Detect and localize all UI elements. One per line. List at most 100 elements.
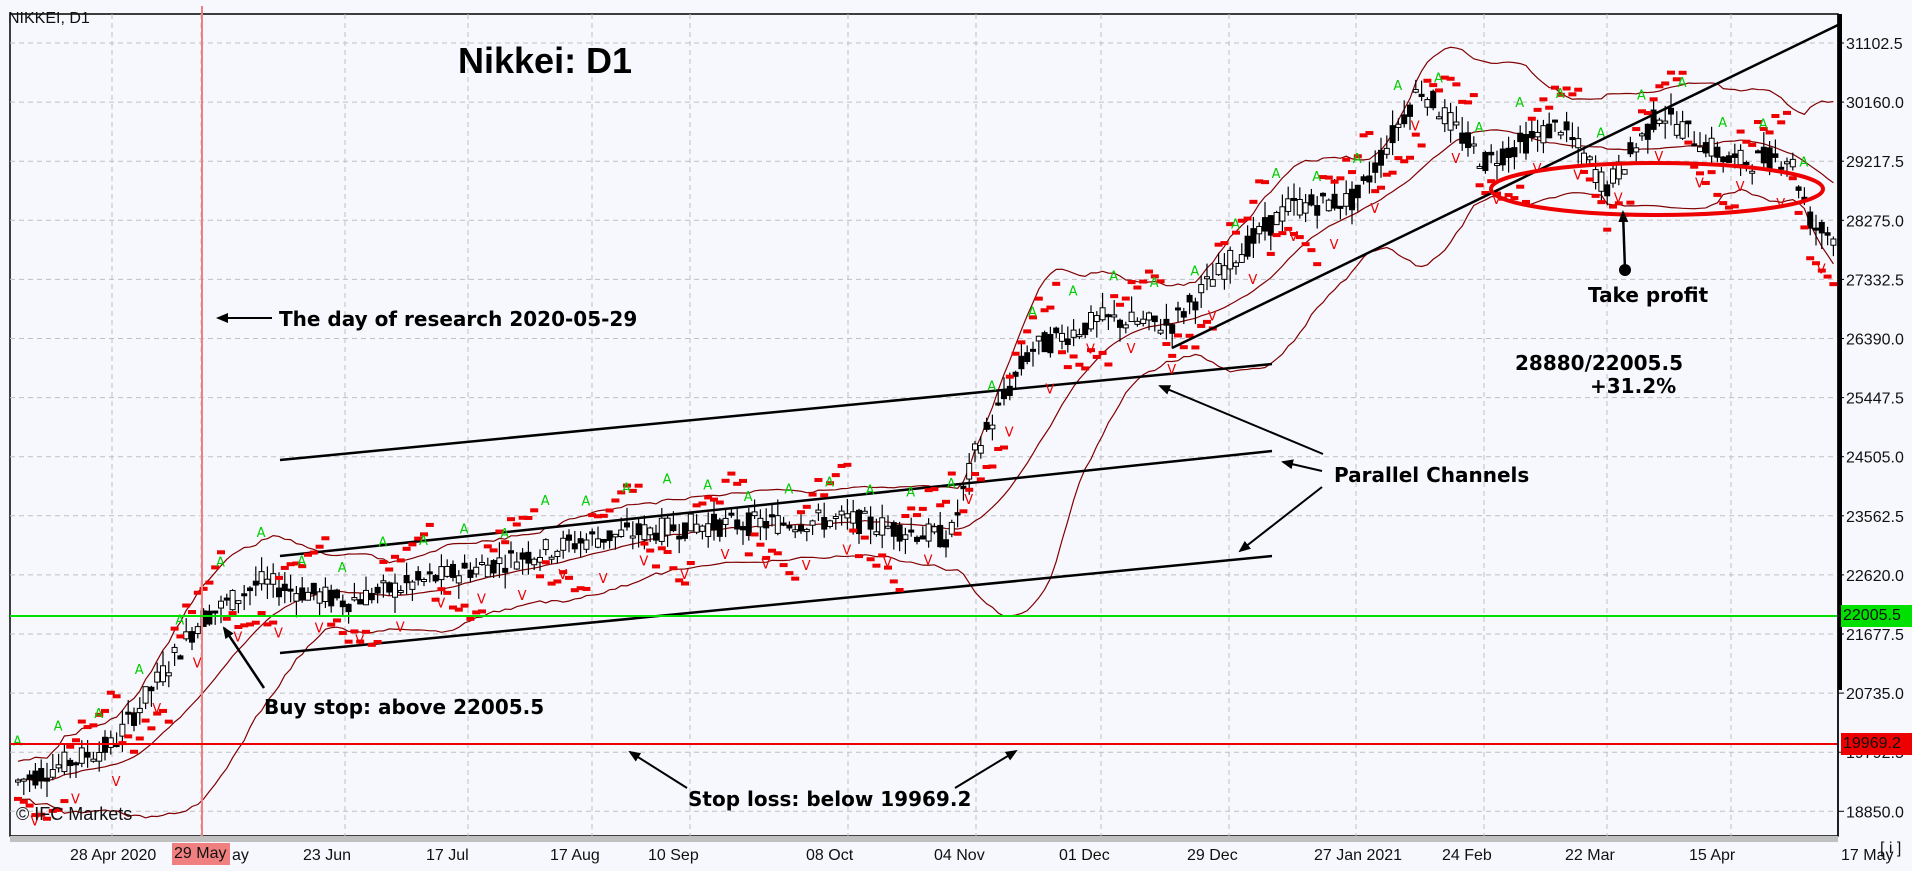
profit-pct-annotation: +31.2% bbox=[1590, 374, 1676, 398]
svg-text:V: V bbox=[152, 702, 161, 717]
svg-text:V: V bbox=[1005, 425, 1014, 440]
svg-text:A: A bbox=[784, 482, 793, 497]
parallel-channels bbox=[279, 362, 1273, 655]
svg-text:A: A bbox=[987, 380, 996, 395]
stop-loss-price-tag: 19969.2 bbox=[1841, 733, 1912, 755]
svg-text:A: A bbox=[1718, 116, 1727, 131]
svg-text:V: V bbox=[477, 592, 486, 607]
svg-text:A: A bbox=[297, 555, 306, 570]
svg-text:V: V bbox=[599, 572, 608, 587]
svg-text:A: A bbox=[1069, 285, 1078, 300]
svg-text:A: A bbox=[1028, 306, 1037, 321]
svg-text:V: V bbox=[1370, 202, 1379, 217]
svg-text:A: A bbox=[419, 534, 428, 549]
profit-ratio-annotation: 28880/22005.5 bbox=[1515, 351, 1683, 375]
svg-text:A: A bbox=[500, 527, 509, 542]
x-tick-label: 24 Feb bbox=[1442, 847, 1492, 864]
y-tick-label: 31102.5 bbox=[1846, 36, 1903, 53]
svg-text:A: A bbox=[1272, 167, 1281, 182]
plot-frame bbox=[9, 13, 1839, 837]
x-tick-label: 27 Jan 2021 bbox=[1314, 847, 1402, 864]
svg-text:V: V bbox=[761, 558, 770, 573]
x-tick-label: 01 Dec bbox=[1059, 847, 1110, 864]
take-profit-ellipse bbox=[1489, 161, 1825, 217]
svg-text:V: V bbox=[1330, 238, 1339, 253]
svg-text:V: V bbox=[924, 554, 933, 569]
y-tick-label: 23562.5 bbox=[1846, 509, 1904, 526]
buy-stop-price-tag: 22005.5 bbox=[1841, 605, 1912, 627]
svg-text:A: A bbox=[1759, 117, 1768, 132]
svg-text:V: V bbox=[1127, 342, 1136, 357]
y-tick-label: 18850.0 bbox=[1846, 804, 1904, 821]
svg-text:A: A bbox=[460, 523, 469, 538]
svg-text:V: V bbox=[1654, 150, 1663, 165]
y-axis-labels: 31102.5 30160.0 29217.5 28275.0 27332.5 26390… bbox=[1838, 36, 1904, 821]
copyright-label: © IFC Markets bbox=[16, 804, 133, 824]
take-profit-dot bbox=[1619, 264, 1631, 276]
svg-text:A: A bbox=[216, 556, 225, 571]
svg-text:V: V bbox=[1045, 382, 1054, 397]
buy-stop-arrow bbox=[222, 626, 266, 689]
svg-text:V: V bbox=[1573, 168, 1582, 183]
svg-text:A: A bbox=[825, 475, 834, 490]
x-tick-label: 15 Apr bbox=[1689, 847, 1736, 864]
svg-text:V: V bbox=[1614, 192, 1623, 207]
svg-text:A: A bbox=[622, 481, 631, 496]
channel-arrow-top bbox=[1158, 385, 1324, 455]
svg-text:V: V bbox=[964, 493, 973, 508]
svg-text:V: V bbox=[233, 630, 242, 645]
svg-text:A: A bbox=[1150, 276, 1159, 291]
stop-loss-arrow-left bbox=[628, 750, 688, 789]
svg-text:V: V bbox=[1248, 273, 1257, 288]
svg-text:V: V bbox=[396, 620, 405, 635]
y-tick-label: 27332.5 bbox=[1846, 272, 1904, 289]
y-tick-label: 25447.5 bbox=[1846, 391, 1904, 408]
stop-loss-annotation: Stop loss: below 19969.2 bbox=[688, 787, 971, 811]
y-tick-label: 28275.0 bbox=[1846, 213, 1904, 230]
info-button[interactable]: [ i ] bbox=[1880, 840, 1902, 857]
chart-title: Nikkei: D1 bbox=[458, 40, 633, 81]
x-tick-label: 17 Jul bbox=[426, 847, 469, 864]
svg-text:A: A bbox=[703, 478, 712, 493]
svg-text:V: V bbox=[639, 555, 648, 570]
svg-text:V: V bbox=[112, 775, 121, 790]
svg-text:V: V bbox=[1736, 180, 1745, 195]
svg-text:V: V bbox=[274, 627, 283, 642]
trend-line bbox=[1171, 23, 1839, 350]
svg-text:V: V bbox=[1492, 193, 1501, 208]
svg-text:A: A bbox=[338, 561, 347, 576]
svg-text:A: A bbox=[1515, 96, 1524, 111]
svg-text:A: A bbox=[1231, 217, 1240, 232]
buy-stop-annotation: Buy stop: above 22005.5 bbox=[264, 695, 544, 719]
svg-text:A: A bbox=[581, 495, 590, 510]
take-profit-arrow bbox=[1618, 210, 1629, 271]
x-tick-label: 28 Apr 2020 bbox=[70, 847, 156, 864]
svg-text:A: A bbox=[1109, 269, 1118, 284]
x-tick-label-fragment: ay bbox=[232, 847, 249, 864]
svg-text:A: A bbox=[1637, 88, 1646, 103]
svg-text:V: V bbox=[680, 568, 689, 583]
svg-text:V: V bbox=[1289, 230, 1298, 245]
take-profit-annotation: Take profit bbox=[1588, 283, 1709, 307]
y-tick-label: 24505.0 bbox=[1846, 450, 1904, 467]
svg-text:A: A bbox=[94, 707, 103, 722]
x-tick-label: 17 Aug bbox=[550, 847, 600, 864]
svg-text:V: V bbox=[71, 793, 80, 808]
svg-text:A: A bbox=[175, 614, 184, 629]
channel-arrow-bottom bbox=[1238, 486, 1323, 553]
svg-text:A: A bbox=[257, 526, 266, 541]
x-axis-scrollbar[interactable] bbox=[10, 836, 1838, 842]
svg-text:A: A bbox=[947, 477, 956, 492]
parallel-channels-annotation: Parallel Channels bbox=[1334, 463, 1529, 487]
grid-lines bbox=[10, 14, 1838, 836]
svg-text:V: V bbox=[1208, 309, 1217, 324]
stop-loss-arrow-right bbox=[954, 749, 1018, 789]
svg-text:A: A bbox=[378, 535, 387, 550]
research-day-annotation: The day of research 2020-05-29 bbox=[279, 307, 637, 331]
svg-text:A: A bbox=[1556, 87, 1565, 102]
x-tick-label: 23 Jun bbox=[303, 847, 351, 864]
x-tick-label: 04 Nov bbox=[934, 847, 985, 864]
y-tick-label: 30160.0 bbox=[1846, 95, 1904, 112]
